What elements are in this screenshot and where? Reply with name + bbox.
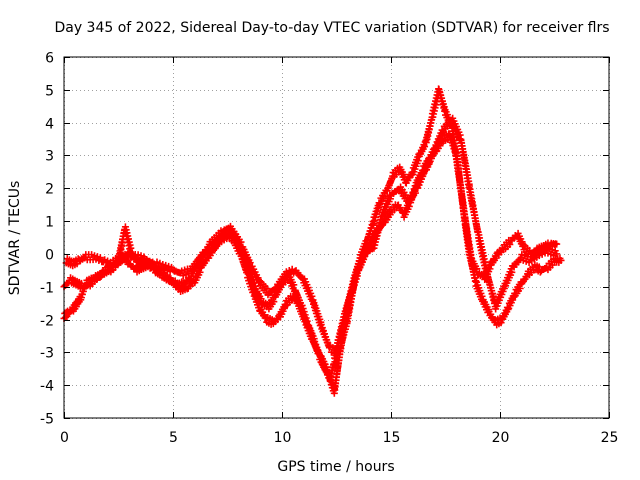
data-point	[516, 285, 524, 293]
data-point	[414, 157, 422, 165]
y-tick-label: -4	[40, 379, 54, 395]
x-tick-label: 20	[492, 430, 510, 446]
data-point	[166, 274, 174, 282]
x-axis-label: GPS time / hours	[277, 459, 394, 475]
data-point	[360, 255, 368, 263]
data-point	[270, 298, 278, 306]
data-point	[96, 254, 104, 262]
data-point	[411, 189, 419, 197]
chart-title: Day 345 of 2022, Sidereal Day-to-day VTE…	[54, 20, 609, 36]
data-point	[506, 240, 514, 248]
y-tick-label: -2	[40, 314, 54, 330]
data-point	[473, 265, 481, 273]
y-tick-label: 3	[45, 149, 54, 165]
y-axis-label: SDTVAR / TECUs	[7, 181, 23, 296]
x-tick-label: 25	[601, 430, 619, 446]
y-tick-label: -5	[40, 412, 54, 428]
data-point	[290, 281, 298, 289]
y-tick-label: 2	[45, 182, 54, 198]
data-point	[322, 363, 330, 371]
y-tick-label: -1	[40, 281, 54, 297]
data-point	[508, 268, 516, 276]
y-tick-labels: -5 -4 -3 -2 -1 0 1 2 3 4 5 6	[40, 51, 54, 428]
x-tick-label: 10	[274, 430, 292, 446]
data-point	[73, 260, 81, 268]
plot-frame	[63, 56, 610, 419]
data-point	[107, 266, 115, 274]
y-tick-label: 1	[45, 215, 54, 231]
data-point	[497, 319, 505, 327]
data-point	[482, 264, 490, 272]
data-point	[140, 253, 148, 261]
y-tick-label: 6	[45, 51, 54, 67]
data-point	[372, 213, 380, 221]
y-tick-label: -3	[40, 346, 54, 362]
data-point	[551, 247, 559, 255]
data-point	[371, 216, 379, 224]
data-point	[237, 238, 245, 246]
data-point	[196, 268, 204, 276]
y-tick-label: 0	[45, 248, 54, 264]
data-point	[492, 254, 500, 262]
data-point	[553, 250, 561, 258]
data-series	[62, 114, 561, 358]
data-point	[300, 308, 308, 316]
x-tick-labels: 0 5 10 15 20 25	[60, 430, 618, 446]
data-point	[553, 240, 561, 248]
x-tick-label: 15	[383, 430, 401, 446]
x-tick-label: 0	[60, 430, 69, 446]
data-series	[60, 85, 561, 397]
y-tick-label: 5	[45, 84, 54, 100]
x-tick-label: 5	[169, 430, 178, 446]
data-point	[381, 192, 389, 200]
tick-marks	[64, 57, 610, 419]
y-tick-label: 4	[45, 117, 54, 133]
data-point	[405, 202, 413, 210]
data-points	[60, 85, 565, 397]
data-point	[263, 285, 271, 293]
data-point	[557, 256, 565, 264]
